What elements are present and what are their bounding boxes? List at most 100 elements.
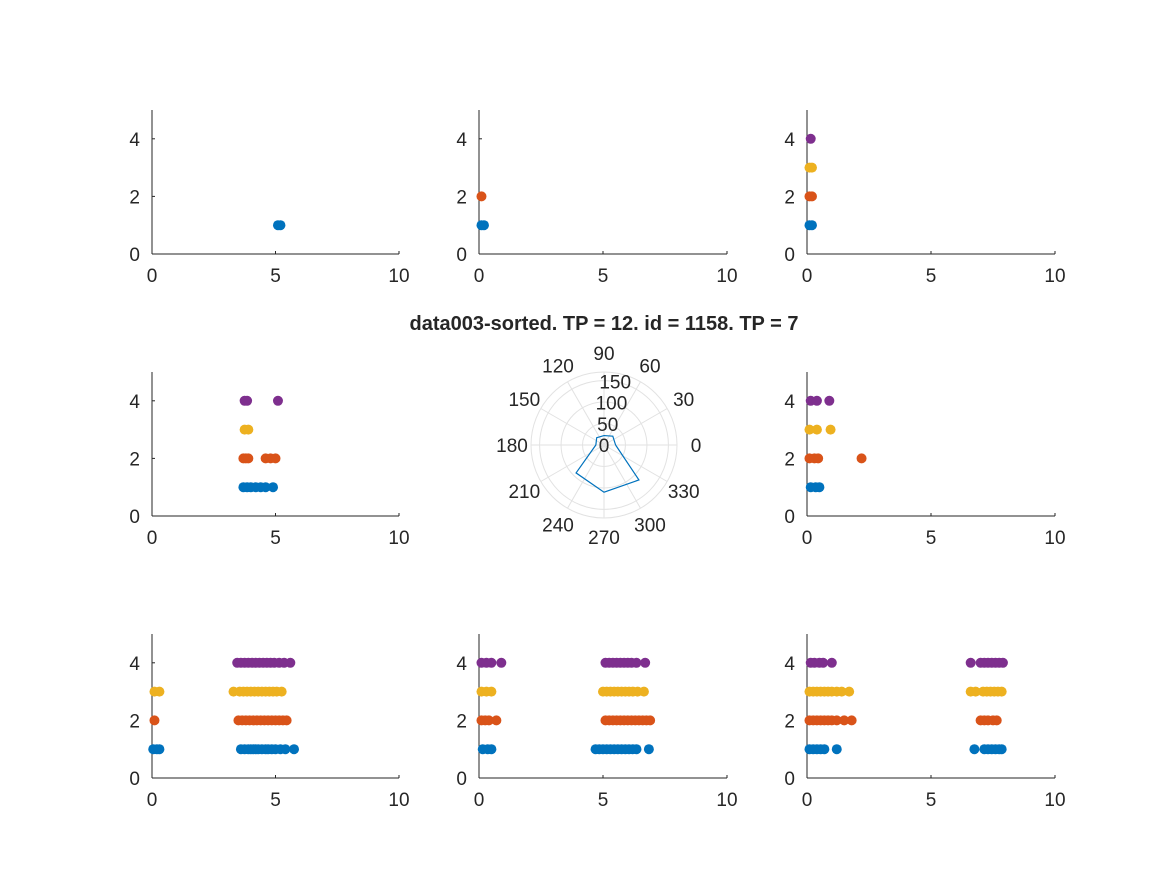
data-point bbox=[836, 686, 847, 697]
x-tick-label: 10 bbox=[716, 790, 737, 811]
data-point bbox=[826, 657, 837, 668]
data-point bbox=[811, 424, 822, 435]
polar-theta-label: 30 bbox=[673, 390, 694, 411]
polar-grid-spoke bbox=[540, 408, 605, 446]
data-point bbox=[825, 424, 836, 435]
data-point bbox=[260, 482, 271, 493]
polar-grid-spoke bbox=[603, 444, 641, 509]
polar-theta-label: 0 bbox=[691, 436, 702, 457]
x-tick-label: 10 bbox=[1044, 528, 1065, 549]
polar-theta-label: 60 bbox=[639, 356, 660, 377]
scatter-subplot-row3-col2: 0 5 10 0 2 4 bbox=[456, 634, 738, 811]
data-point bbox=[970, 686, 981, 697]
y-tick-label: 0 bbox=[129, 245, 140, 266]
data-point bbox=[631, 657, 642, 668]
y-tick-label: 0 bbox=[129, 507, 140, 528]
y-tick-label: 4 bbox=[456, 130, 467, 151]
y-tick-label: 4 bbox=[129, 130, 140, 151]
data-point bbox=[839, 715, 850, 726]
y-tick-label: 4 bbox=[784, 130, 795, 151]
polar-theta-label: 270 bbox=[588, 528, 620, 549]
data-point bbox=[486, 686, 497, 697]
scatter-subplot-row2-col3: 0 5 10 0 2 4 bbox=[784, 372, 1066, 549]
x-tick-label: 10 bbox=[388, 266, 409, 287]
data-point bbox=[856, 453, 867, 464]
polar-grid-spoke bbox=[603, 408, 668, 446]
data-point bbox=[285, 657, 296, 668]
polar-theta-label: 330 bbox=[668, 482, 700, 503]
y-tick-label: 2 bbox=[784, 449, 795, 470]
data-point bbox=[831, 744, 842, 755]
polar-theta-label: 90 bbox=[593, 344, 614, 365]
data-point bbox=[486, 657, 497, 668]
data-point bbox=[638, 686, 649, 697]
x-tick-label: 10 bbox=[716, 266, 737, 287]
data-point bbox=[268, 482, 279, 493]
data-point bbox=[824, 395, 835, 406]
data-point bbox=[289, 744, 300, 755]
polar-theta-label: 120 bbox=[542, 356, 574, 377]
x-tick-label: 5 bbox=[270, 528, 281, 549]
x-tick-label: 0 bbox=[802, 528, 813, 549]
x-tick-label: 5 bbox=[598, 790, 609, 811]
data-point bbox=[844, 686, 855, 697]
y-tick-label: 0 bbox=[456, 245, 467, 266]
data-point bbox=[804, 424, 815, 435]
data-point bbox=[476, 191, 487, 202]
y-tick-label: 2 bbox=[784, 711, 795, 732]
x-tick-label: 0 bbox=[147, 790, 158, 811]
data-point bbox=[486, 744, 497, 755]
data-point bbox=[811, 395, 822, 406]
polar-r-label: 150 bbox=[599, 373, 631, 394]
data-point bbox=[846, 715, 857, 726]
polar-grid-spoke bbox=[567, 444, 605, 509]
data-point bbox=[965, 657, 976, 668]
x-tick-label: 5 bbox=[270, 790, 281, 811]
polar-r-label: 50 bbox=[597, 415, 618, 436]
data-point bbox=[991, 715, 1002, 726]
y-tick-label: 4 bbox=[456, 654, 467, 675]
x-tick-label: 10 bbox=[1044, 266, 1065, 287]
y-tick-label: 0 bbox=[784, 245, 795, 266]
x-tick-label: 0 bbox=[474, 790, 485, 811]
scatter-subplot-row1-col2: 0 5 10 0 2 4 bbox=[456, 110, 738, 287]
data-point bbox=[275, 220, 286, 231]
data-point bbox=[805, 133, 816, 144]
data-point bbox=[491, 715, 502, 726]
y-tick-label: 0 bbox=[129, 769, 140, 790]
x-tick-label: 0 bbox=[802, 790, 813, 811]
data-point bbox=[806, 162, 817, 173]
x-tick-label: 5 bbox=[926, 790, 937, 811]
data-point bbox=[640, 657, 651, 668]
polar-grid-spoke bbox=[603, 444, 668, 482]
data-point bbox=[814, 482, 825, 493]
data-point bbox=[149, 715, 160, 726]
data-point bbox=[996, 686, 1007, 697]
y-tick-label: 2 bbox=[456, 187, 467, 208]
scatter-subplot-row1-col3: 0 5 10 0 2 4 bbox=[784, 110, 1066, 287]
data-point bbox=[997, 657, 1008, 668]
x-tick-label: 0 bbox=[802, 266, 813, 287]
x-tick-label: 0 bbox=[147, 528, 158, 549]
y-tick-label: 4 bbox=[129, 392, 140, 413]
y-tick-label: 2 bbox=[784, 187, 795, 208]
data-point bbox=[996, 744, 1007, 755]
polar-theta-label: 300 bbox=[634, 516, 666, 537]
polar-grid-spoke bbox=[603, 381, 641, 446]
x-tick-label: 5 bbox=[598, 266, 609, 287]
y-tick-label: 2 bbox=[456, 711, 467, 732]
data-point bbox=[272, 395, 283, 406]
y-tick-label: 2 bbox=[129, 449, 140, 470]
polar-theta-label: 150 bbox=[508, 390, 540, 411]
y-tick-label: 4 bbox=[129, 654, 140, 675]
polar-grid-spoke bbox=[540, 444, 605, 482]
y-tick-label: 0 bbox=[784, 769, 795, 790]
data-point bbox=[645, 715, 656, 726]
polar-grid-spoke bbox=[567, 381, 605, 446]
polar-series-line bbox=[575, 434, 640, 493]
data-point bbox=[280, 744, 291, 755]
scatter-subplot-row3-col1: 0 5 10 0 2 4 bbox=[129, 634, 410, 811]
data-point bbox=[270, 453, 281, 464]
data-point bbox=[243, 424, 254, 435]
